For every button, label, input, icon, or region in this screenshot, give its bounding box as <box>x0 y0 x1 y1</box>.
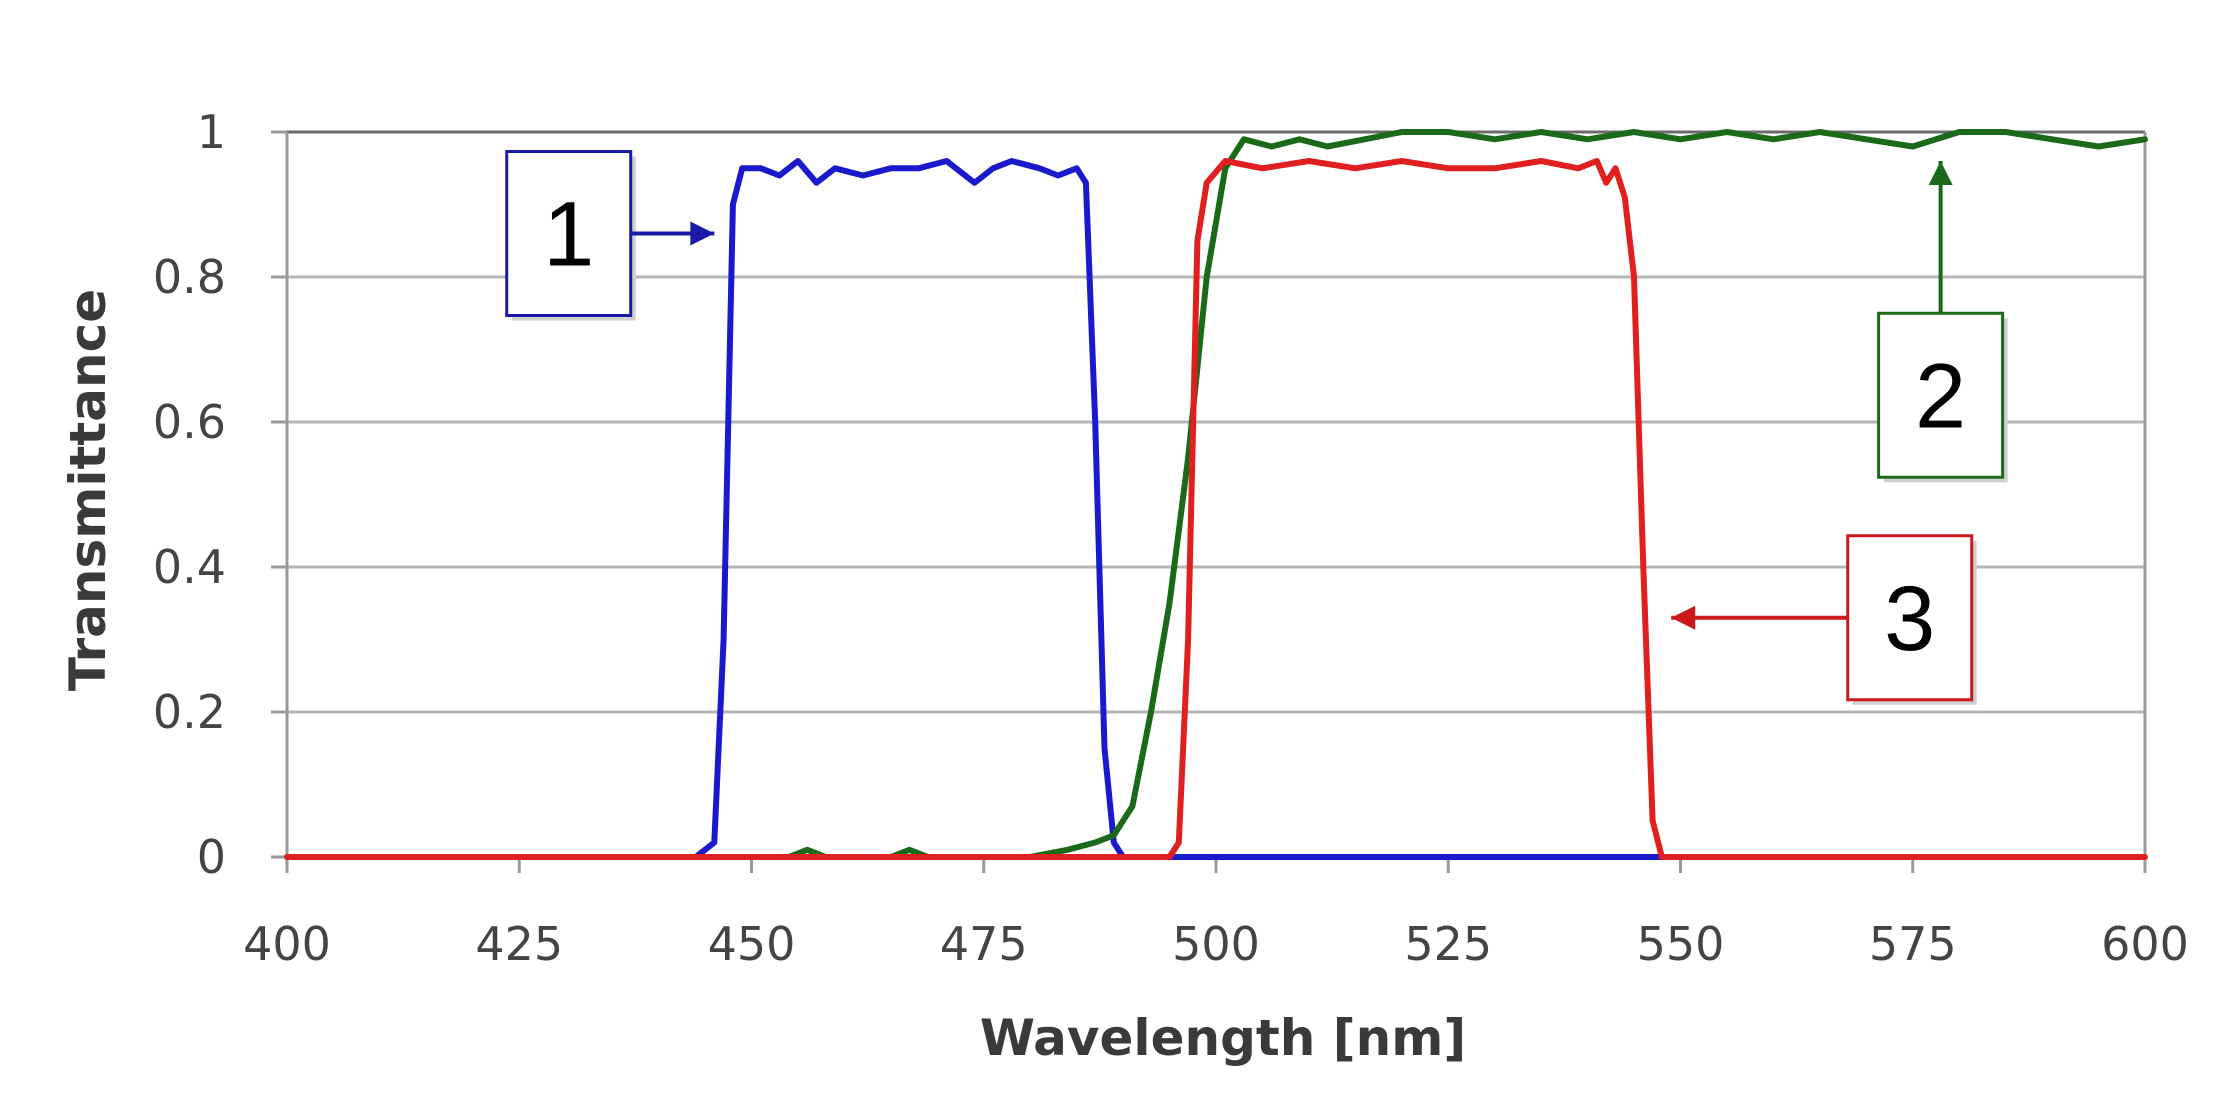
y-axis-title: Transmittance <box>59 289 117 691</box>
callout-number: 3 <box>1884 568 1935 670</box>
callout-number: 1 <box>543 184 594 286</box>
callout-arrow-head <box>1928 161 1953 185</box>
x-tick-labels: 400 425 450 475 500 525 550 575 600 <box>243 917 2189 971</box>
series-line-1 <box>284 158 1665 860</box>
y-tick-label: 0.8 <box>153 250 226 304</box>
callouts: 1 2 3 <box>505 150 2008 705</box>
series-line-3 <box>284 158 2148 860</box>
x-tick-label: 525 <box>1404 917 1492 971</box>
y-tick-label: 1 <box>197 105 226 159</box>
x-tick-label: 475 <box>940 917 1028 971</box>
callout-arrow-head <box>1671 605 1696 630</box>
callout-arrow-head <box>690 221 715 246</box>
data-series <box>284 129 2148 860</box>
y-tick-label: 0.4 <box>153 540 226 594</box>
x-tick-label: 600 <box>2101 917 2189 971</box>
callout-1: 1 <box>505 150 715 321</box>
x-tick-label: 400 <box>243 917 331 971</box>
callout-2: 2 <box>1877 161 2008 483</box>
y-tick-label: 0.2 <box>153 685 226 739</box>
x-axis-title: Wavelength [nm] <box>980 1009 1466 1067</box>
x-tick-label: 575 <box>1869 917 1957 971</box>
y-tick-label: 0 <box>197 830 226 884</box>
x-tick-label: 425 <box>475 917 563 971</box>
x-tick-label: 450 <box>708 917 796 971</box>
callout-box <box>1877 311 2005 479</box>
callout-number: 2 <box>1915 345 1966 447</box>
callout-box <box>1846 534 1974 702</box>
callout-3: 3 <box>1671 534 1977 705</box>
y-tick-labels: 0 0.2 0.4 0.6 0.8 1 <box>153 105 226 884</box>
x-tick-label: 550 <box>1637 917 1725 971</box>
x-tick-label: 500 <box>1172 917 1260 971</box>
y-tick-label: 0.6 <box>153 395 226 449</box>
